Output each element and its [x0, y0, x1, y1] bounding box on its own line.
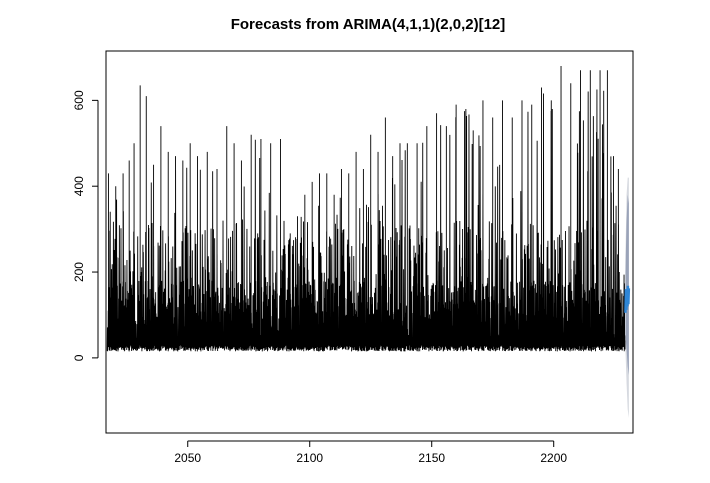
x-tick-label: 2050	[174, 451, 201, 465]
y-axis: 0 200 400 600	[72, 90, 99, 361]
chart-title: Forecasts from ARIMA(4,1,1)(2,0,2)[12]	[231, 16, 506, 33]
y-tick-label: 200	[72, 262, 86, 282]
plot-data	[106, 66, 631, 418]
y-tick-label: 400	[72, 176, 86, 196]
x-tick-label: 2150	[418, 451, 445, 465]
plot-frame	[105, 50, 634, 434]
observed-series-line	[106, 66, 626, 352]
x-tick-label: 2100	[296, 451, 323, 465]
forecast-interval-80	[625, 194, 629, 376]
y-tick-label: 0	[72, 354, 86, 361]
x-tick-label: 2200	[540, 451, 567, 465]
x-axis: 2050 2100 2150 2200	[174, 440, 567, 465]
y-tick-label: 600	[72, 90, 86, 110]
forecast-series-line	[624, 285, 631, 313]
